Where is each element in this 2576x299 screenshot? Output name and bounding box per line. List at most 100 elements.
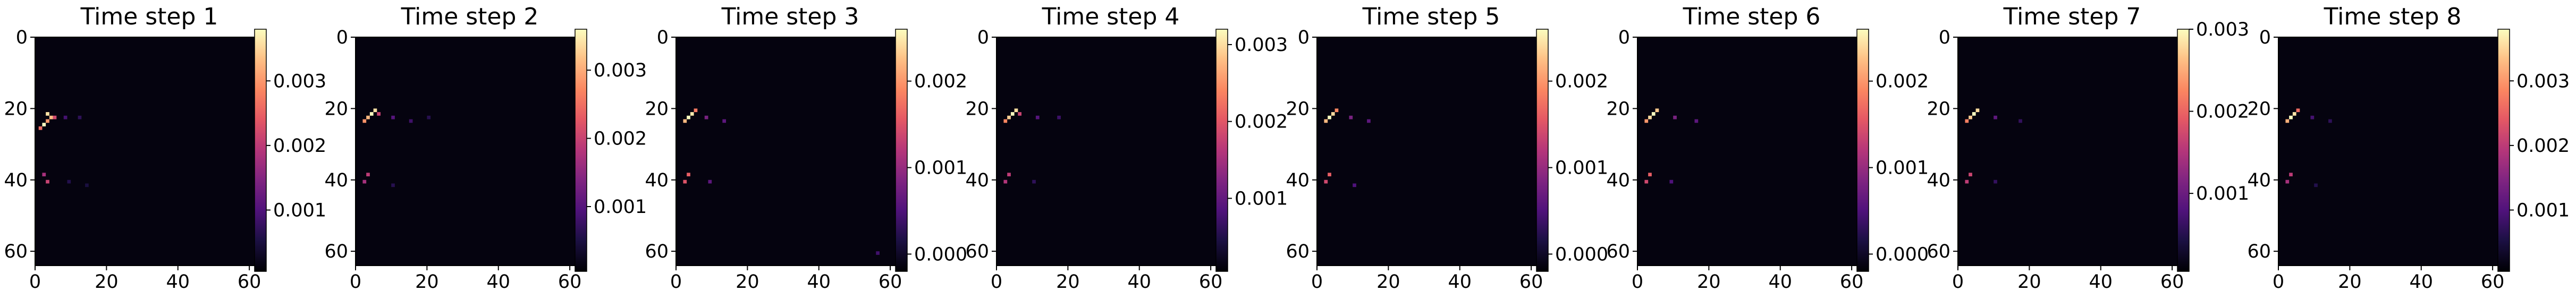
- heatmap-background: [2278, 37, 2507, 266]
- heatmap-cell: [409, 119, 413, 123]
- heatmap-cell: [1007, 173, 1011, 177]
- heatmap-cell: [63, 115, 67, 119]
- colorbar: [1215, 29, 1228, 272]
- heatmap-cell: [1003, 180, 1008, 184]
- y-tick-label: 20: [1286, 98, 1310, 119]
- x-tick-label: 20: [95, 271, 119, 293]
- y-tick-label: 60: [324, 241, 348, 262]
- colorbar-tick-label: 0.000: [1876, 244, 1929, 265]
- x-tick-label: 0: [350, 271, 361, 293]
- colorbar: [2177, 29, 2190, 272]
- y-tick-label: 20: [965, 98, 989, 119]
- colorbar-tick-label: 0.001: [594, 197, 647, 218]
- colorbar-tick-label: 0.002: [1555, 71, 1608, 92]
- heatmap-cell: [2296, 108, 2300, 113]
- y-tick-label: 0: [977, 27, 989, 48]
- heatmap-cell: [1007, 115, 1011, 119]
- x-tick-label: 40: [1768, 271, 1792, 293]
- heatmap-cell: [1969, 115, 1972, 119]
- y-tick-label: 20: [1606, 98, 1630, 119]
- x-tick-label: 60: [1519, 271, 1543, 293]
- colorbar-tick-label: 0.003: [2516, 71, 2570, 92]
- colorbar: [1856, 29, 1869, 272]
- x-tick-label: 20: [736, 271, 759, 293]
- heatmap-cell: [46, 119, 49, 123]
- panel-title: Time step 1: [80, 3, 218, 30]
- y-tick-label: 40: [645, 170, 669, 191]
- heatmap-cell: [42, 173, 46, 177]
- heatmap-cell: [2289, 173, 2293, 177]
- heatmap-cell: [690, 112, 694, 116]
- heatmap-cell: [704, 115, 708, 119]
- colorbar: [1536, 29, 1549, 272]
- panel-title: Time step 4: [1042, 3, 1180, 30]
- x-tick-label: 0: [1952, 271, 1964, 293]
- panel-title: Time step 7: [2003, 3, 2141, 30]
- y-tick-label: 0: [16, 27, 28, 48]
- x-tick-label: 20: [2017, 271, 2041, 293]
- heatmap-cell: [1035, 115, 1040, 119]
- colorbar-tick-label: 0.002: [2516, 135, 2570, 157]
- x-tick-label: 0: [670, 271, 682, 293]
- heatmap-cell: [2310, 115, 2315, 119]
- x-tick-label: 40: [1127, 271, 1151, 293]
- colorbar-tick-label: 0.001: [914, 158, 967, 179]
- heatmap-cell: [708, 180, 712, 184]
- heatmap-cell: [683, 119, 687, 123]
- colorbar-tick-label: 0.001: [2196, 183, 2249, 204]
- y-tick-label: 0: [1939, 27, 1950, 48]
- heatmap-cell: [46, 112, 49, 116]
- heatmap-cell: [1032, 180, 1036, 184]
- colorbar-tick-label: 0.002: [1235, 112, 1288, 133]
- colorbar-tick-label: 0.002: [594, 129, 647, 150]
- heatmap-cell: [85, 183, 89, 187]
- colorbar-tick-label: 0.002: [1876, 71, 1929, 92]
- x-tick-label: 20: [415, 271, 439, 293]
- y-tick-label: 20: [645, 98, 669, 119]
- heatmap-cell: [1694, 119, 1699, 123]
- heatmap-cell: [53, 115, 57, 119]
- heatmap-cell: [1331, 112, 1335, 116]
- heatmap-cell: [1965, 180, 1969, 184]
- y-tick-label: 60: [1606, 241, 1630, 262]
- heatmap-cell: [1994, 180, 1997, 184]
- heatmap-cell: [683, 180, 687, 184]
- heatmap-cell: [1003, 119, 1008, 123]
- colorbar-tick-label: 0.001: [2516, 200, 2570, 221]
- heatmap-cell: [377, 112, 381, 116]
- heatmap-cell: [2285, 180, 2290, 184]
- heatmap-cell: [1057, 115, 1061, 119]
- heatmap-cell: [1644, 180, 1649, 184]
- heatmap-cell: [1010, 112, 1015, 116]
- colorbar-tick-label: 0.003: [273, 71, 326, 92]
- y-tick-label: 20: [324, 98, 348, 119]
- y-tick-label: 60: [1927, 241, 1950, 262]
- x-tick-label: 60: [1840, 271, 1864, 293]
- y-tick-label: 40: [2247, 170, 2271, 191]
- y-tick-label: 0: [657, 27, 669, 48]
- heatmap-cell: [1669, 180, 1674, 184]
- heatmap-cell: [42, 123, 46, 126]
- heatmap-cell: [1328, 115, 1331, 119]
- x-tick-label: 20: [1056, 271, 1080, 293]
- heatmap-cell: [67, 180, 71, 184]
- heatmap-cell: [78, 115, 82, 119]
- heatmap-cell: [1367, 119, 1371, 123]
- colorbar-tick-label: 0.001: [273, 200, 326, 221]
- y-tick-label: 60: [645, 241, 669, 262]
- y-tick-label: 40: [1286, 170, 1310, 191]
- heatmap-cell: [694, 108, 698, 113]
- x-tick-label: 20: [1697, 271, 1721, 293]
- heatmap-cell: [1648, 173, 1652, 177]
- x-tick-label: 20: [1376, 271, 1400, 293]
- heatmap-cell: [1014, 108, 1018, 113]
- colorbar-tick-label: 0.003: [1235, 35, 1288, 56]
- heatmap-background: [35, 37, 264, 266]
- heatmap-background: [996, 37, 1225, 266]
- y-tick-label: 20: [2247, 98, 2271, 119]
- heatmap-cell: [1972, 112, 1976, 116]
